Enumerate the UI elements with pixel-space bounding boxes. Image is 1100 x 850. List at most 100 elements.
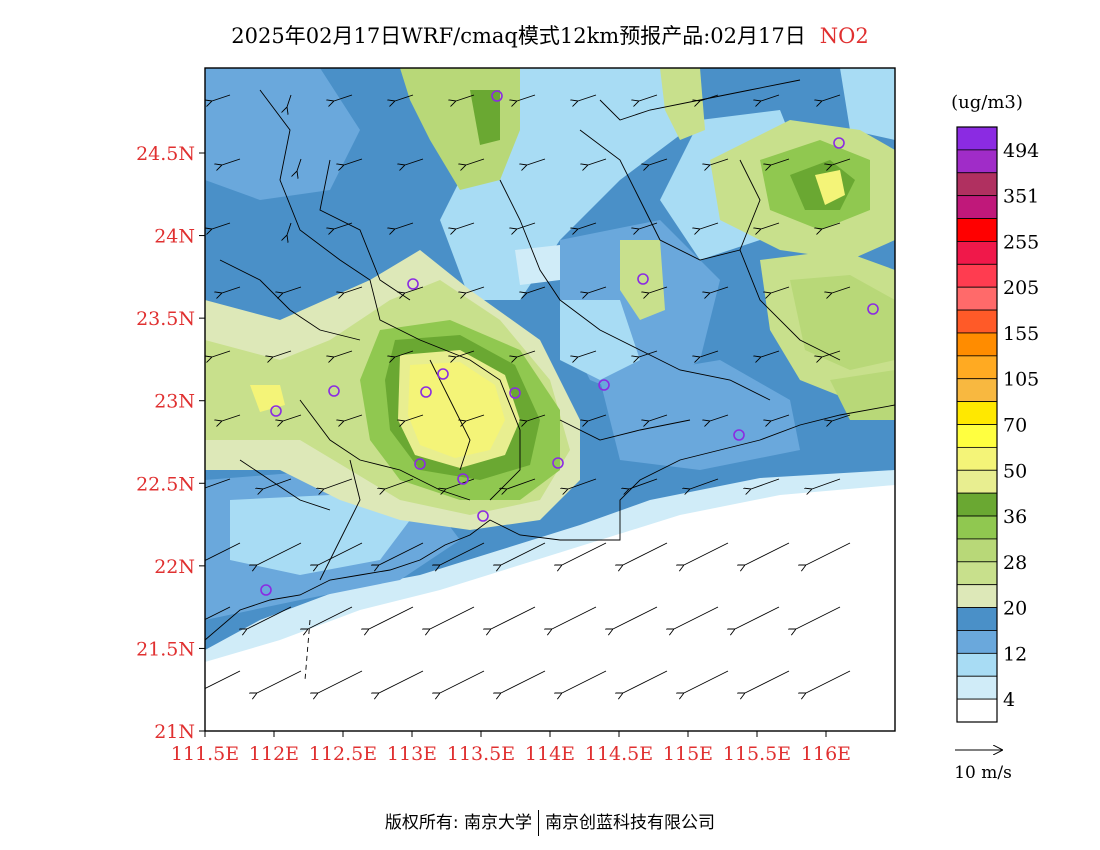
colorbar-swatch	[956, 584, 998, 608]
wind-arrow	[527, 158, 546, 165]
lon-tick-label: 111.5E	[171, 743, 239, 765]
colorbar-swatch	[956, 218, 998, 242]
wind-arrow	[430, 606, 475, 629]
wind-arrow	[205, 670, 241, 690]
station-marker	[407, 278, 419, 290]
wind-arrow	[247, 606, 292, 629]
colorbar-swatch	[956, 195, 998, 219]
wind-arrow	[761, 222, 780, 229]
wind-arrow	[806, 542, 851, 565]
lat-tick-label: 23.5N	[136, 308, 195, 330]
lat-tick-label: 21.5N	[136, 638, 195, 660]
wind-arrow	[812, 478, 841, 489]
wind-arrow	[287, 222, 292, 235]
wind-arrow	[456, 350, 475, 357]
wind-arrow	[446, 478, 475, 489]
colorbar-label: 255	[1003, 231, 1039, 253]
wind-arrow	[334, 222, 353, 229]
wind-arrow	[507, 478, 536, 489]
wind-arrow	[588, 286, 607, 293]
lon-tick-label: 112.5E	[309, 743, 377, 765]
wind-arrow	[440, 670, 485, 693]
wind-arrow	[562, 670, 607, 693]
colorbar-label: 50	[1003, 460, 1027, 482]
colorbar-swatch	[956, 469, 998, 494]
colorbar-swatch	[956, 515, 998, 540]
station-marker	[833, 137, 845, 149]
wind-arrow	[588, 158, 607, 165]
colorbar: 494 351 255 205 155 105 70 50 36 28 20 12 4	[956, 126, 1039, 723]
wind-arrow	[440, 542, 485, 565]
wind-arrow	[751, 478, 780, 489]
colorbar-swatch	[956, 492, 998, 517]
wind-arrow	[405, 158, 424, 165]
wind-arrow	[283, 286, 302, 293]
colorbar-swatch	[956, 241, 998, 265]
wind-arrow	[771, 286, 790, 293]
wind-arrow	[212, 350, 231, 357]
wind-arrow	[344, 286, 363, 293]
lon-tick-label: 114.5E	[585, 743, 653, 765]
lon-tick-label: 114E	[525, 743, 575, 765]
station-marker	[491, 90, 503, 102]
wind-arrow	[273, 350, 292, 357]
colorbar-label: 4	[1003, 689, 1015, 711]
wind-arrow	[822, 222, 841, 229]
station-marker	[509, 387, 521, 399]
wind-arrow	[466, 286, 485, 293]
station-marker	[420, 386, 432, 398]
wind-arrow	[466, 414, 485, 421]
lon-tick-label: 113.5E	[447, 743, 515, 765]
wind-arrow	[639, 350, 658, 357]
wind-arrow	[297, 158, 302, 171]
wind-arrow	[257, 542, 302, 565]
wind-arrow	[308, 606, 353, 629]
colorbar-label: 36	[1003, 506, 1027, 528]
wind-arrow	[649, 158, 668, 165]
wind-arrow	[674, 606, 719, 629]
wind-arrow	[771, 414, 790, 421]
colorbar-swatch	[956, 263, 998, 288]
colorbar-swatch	[956, 538, 998, 563]
station-marker	[260, 584, 272, 596]
wind-arrow	[527, 414, 546, 421]
station-marker	[552, 457, 564, 469]
wind-arrow	[395, 94, 414, 101]
footer-right: 南京创蓝科技有限公司	[545, 813, 716, 833]
wind-arrow	[395, 222, 414, 229]
wind-arrow	[700, 350, 719, 357]
wind-arrow	[527, 286, 546, 293]
longitude-axis: 111.5E 112E 112.5E 113E 113.5E 114E 114.5E 115E…	[171, 731, 851, 765]
wind-arrow	[222, 286, 241, 293]
wind-arrow	[735, 606, 780, 629]
colorbar-label: 12	[1003, 643, 1027, 665]
wind-arrow	[205, 542, 241, 562]
latitude-axis: 24.5N 24N 23.5N 23N 22.5N 22N 21.5N 21N	[136, 143, 205, 743]
colorbar-swatch	[956, 309, 998, 334]
footer-left: 版权所有: 南京大学	[384, 813, 533, 833]
wind-arrow	[761, 94, 780, 101]
wind-arrow	[334, 94, 353, 101]
wind-arrow	[385, 478, 414, 489]
wind-arrow	[517, 350, 536, 357]
wind-arrow	[578, 350, 597, 357]
colorbar-swatch	[956, 286, 998, 311]
station-marker	[598, 379, 610, 391]
wind-arrow	[745, 670, 790, 693]
colorbar-label: 105	[1003, 369, 1039, 391]
colorbar-label: 155	[1003, 323, 1039, 345]
wind-arrow	[700, 94, 719, 101]
wind-arrow	[639, 222, 658, 229]
wind-arrow	[710, 286, 729, 293]
wind-arrow	[578, 94, 597, 101]
lat-tick-label: 22N	[154, 556, 195, 578]
wind-arrow	[684, 542, 729, 565]
wind-arrow	[466, 158, 485, 165]
wind-arrow	[578, 222, 597, 229]
lon-tick-label: 115.5E	[723, 743, 791, 765]
wind-arrow	[822, 94, 841, 101]
chart-title: 2025年02月17日WRF/cmaq模式12km预报产品:02月17日 NO2	[0, 20, 1100, 50]
wind-arrow	[318, 542, 363, 565]
footer-copyright: 版权所有: 南京大学 南京创蓝科技有限公司	[0, 808, 1100, 836]
